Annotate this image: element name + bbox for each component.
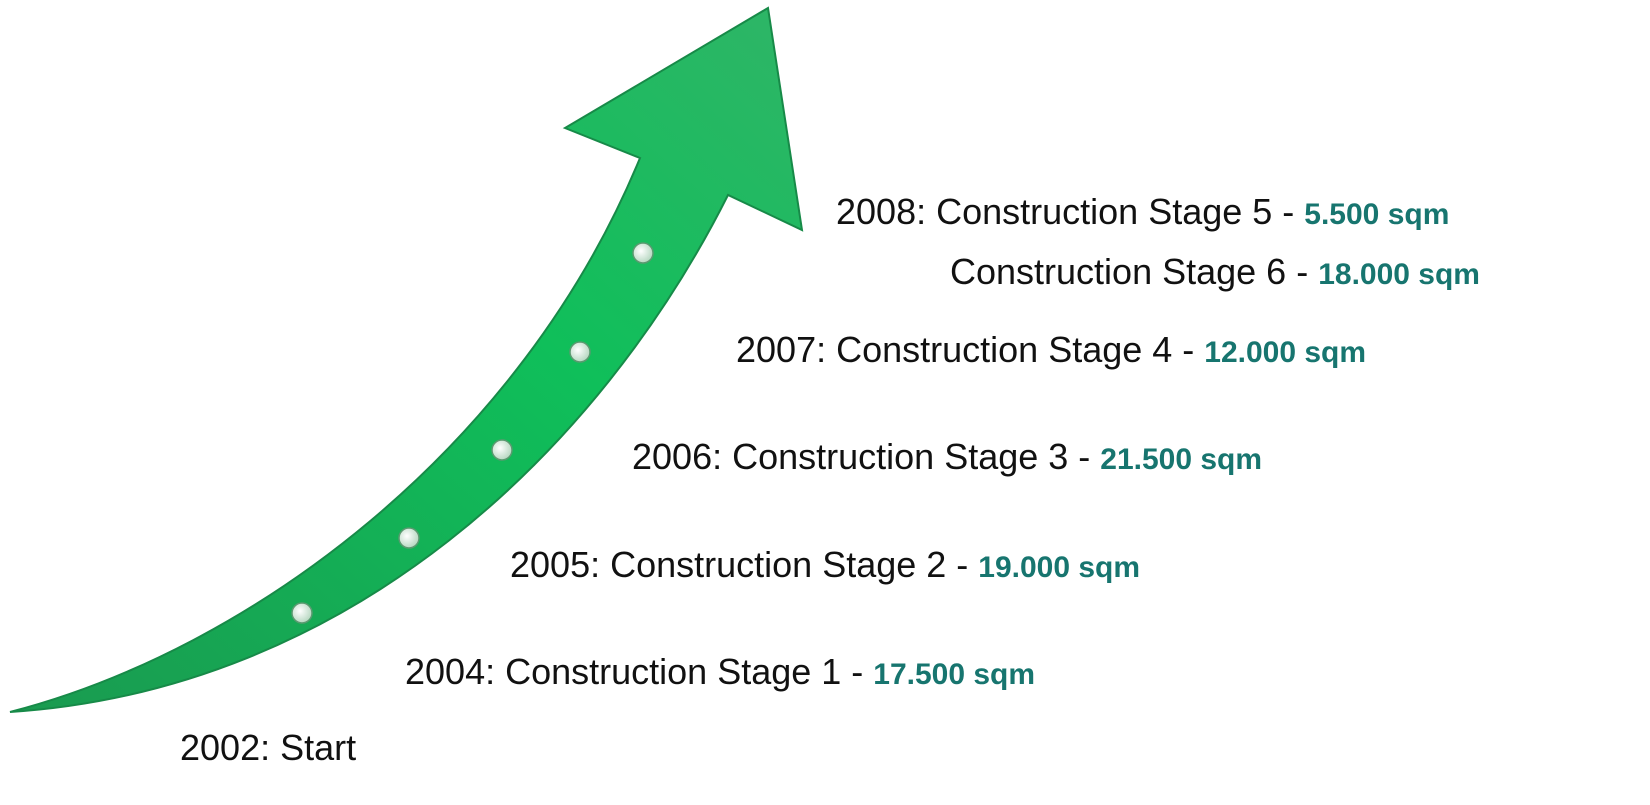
page: 2008: Construction Stage 5 - 5.500 sqm Con… — [0, 0, 1650, 805]
milestone-text: Construction Stage 6 - — [950, 251, 1308, 292]
milestone-area: 19.000 sqm — [978, 551, 1140, 584]
milestone-text: 2002: Start — [180, 727, 356, 768]
milestone-text: 2007: Construction Stage 4 - — [736, 329, 1194, 370]
milestone-text: 2006: Construction Stage 3 - — [632, 436, 1090, 477]
milestone-area: 5.500 sqm — [1304, 198, 1449, 231]
milestone-text: 2005: Construction Stage 2 - — [510, 544, 968, 585]
milestone: 2007: Construction Stage 4 - 12.000 sqm — [736, 330, 1366, 373]
milestone-text: 2008: Construction Stage 5 - — [836, 191, 1294, 232]
milestone-text: 2004: Construction Stage 1 - — [405, 651, 863, 692]
milestone: 2008: Construction Stage 5 - 5.500 sqm — [836, 192, 1449, 235]
milestone-area: 18.000 sqm — [1318, 258, 1480, 291]
milestone: 2002: Start — [180, 728, 356, 768]
milestone: 2006: Construction Stage 3 - 21.500 sqm — [632, 437, 1262, 480]
milestone: Construction Stage 6 - 18.000 sqm — [950, 252, 1480, 295]
milestone: 2005: Construction Stage 2 - 19.000 sqm — [510, 545, 1140, 588]
milestone-area: 21.500 sqm — [1100, 443, 1262, 476]
milestone-area: 17.500 sqm — [873, 658, 1035, 691]
milestone-area: 12.000 sqm — [1204, 336, 1366, 369]
milestone: 2004: Construction Stage 1 - 17.500 sqm — [405, 652, 1035, 695]
